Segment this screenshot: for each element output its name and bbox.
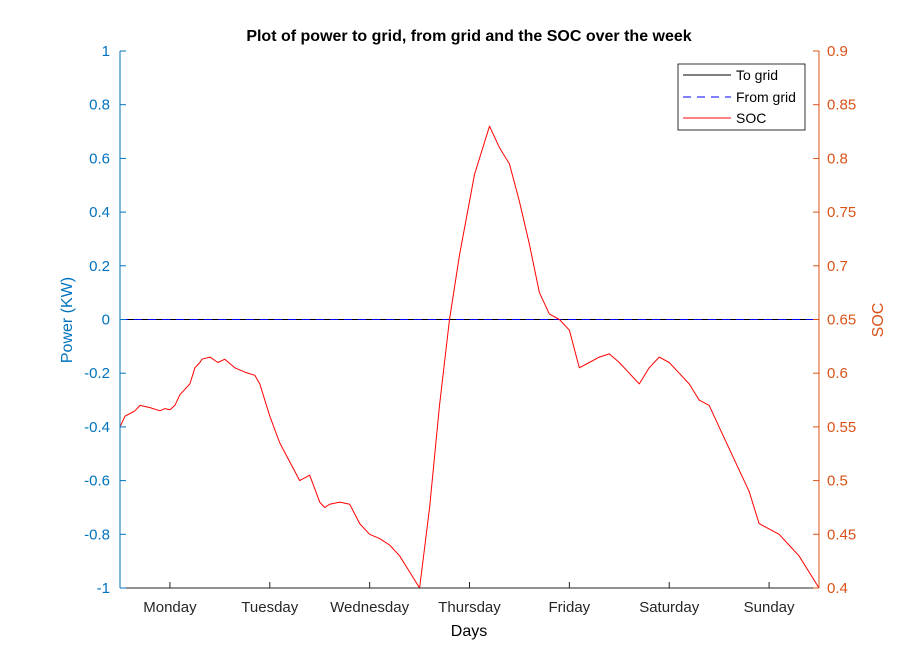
right-tick-label: 0.45 bbox=[827, 526, 856, 543]
chart-title: Plot of power to grid, from grid and the… bbox=[246, 28, 691, 45]
right-tick-label: 0.85 bbox=[827, 97, 856, 114]
x-tick-label: Thursday bbox=[438, 599, 501, 616]
x-tick-label: Tuesday bbox=[241, 599, 298, 616]
series-line-soc bbox=[119, 125, 820, 589]
left-tick-label: 0.6 bbox=[89, 150, 110, 167]
x-axis-ticks: Monday Tuesday Wednesday Thursday Friday Satu… bbox=[143, 582, 795, 616]
legend-label-soc: SOC bbox=[736, 110, 766, 126]
right-tick-label: 0.8 bbox=[827, 150, 848, 167]
left-tick-label: -0.4 bbox=[84, 419, 110, 436]
right-y-axis-label: SOC bbox=[870, 303, 887, 338]
right-tick-label: 0.7 bbox=[827, 258, 848, 275]
x-tick-label: Sunday bbox=[744, 599, 795, 616]
right-tick-label: 0.9 bbox=[827, 43, 848, 60]
right-axis-ticks: 0.4 0.45 0.5 0.55 0.6 0.65 0.7 0.75 0.8 0.85 0.9 bbox=[813, 43, 856, 597]
x-tick-label: Friday bbox=[549, 599, 591, 616]
left-tick-label: 0.8 bbox=[89, 97, 110, 114]
legend-label-from-grid: From grid bbox=[736, 89, 796, 105]
right-tick-label: 0.65 bbox=[827, 312, 856, 329]
right-tick-label: 0.75 bbox=[827, 204, 856, 221]
x-tick-label: Saturday bbox=[639, 599, 700, 616]
right-tick-label: 0.5 bbox=[827, 473, 848, 490]
x-axis-label: Days bbox=[451, 623, 487, 640]
left-tick-label: 1 bbox=[102, 43, 110, 60]
right-tick-label: 0.6 bbox=[827, 365, 848, 382]
left-tick-label: 0.4 bbox=[89, 204, 110, 221]
series-layer bbox=[119, 125, 820, 589]
left-tick-label: 0 bbox=[102, 312, 110, 329]
x-tick-label: Monday bbox=[143, 599, 197, 616]
left-tick-label: -0.6 bbox=[84, 473, 110, 490]
legend-label-to-grid: To grid bbox=[736, 67, 778, 83]
left-tick-label: -0.8 bbox=[84, 526, 110, 543]
x-tick-label: Wednesday bbox=[330, 599, 409, 616]
left-axis-ticks: -1 -0.8 -0.6 -0.4 -0.2 0 0.2 0.4 0.6 0.8 1 bbox=[84, 43, 126, 597]
left-y-axis-label: Power (KW) bbox=[59, 277, 76, 363]
right-tick-label: 0.4 bbox=[827, 580, 848, 597]
left-tick-label: 0.2 bbox=[89, 258, 110, 275]
left-tick-label: -0.2 bbox=[84, 365, 110, 382]
right-tick-label: 0.55 bbox=[827, 419, 856, 436]
legend: To grid From grid SOC bbox=[677, 63, 806, 131]
left-tick-label: -1 bbox=[97, 580, 110, 597]
